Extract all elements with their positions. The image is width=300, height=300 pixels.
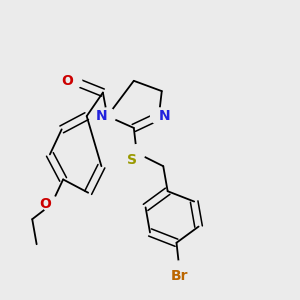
Circle shape	[65, 73, 82, 89]
Circle shape	[151, 108, 167, 124]
Text: Br: Br	[171, 269, 188, 283]
Text: O: O	[61, 74, 74, 88]
Text: N: N	[96, 109, 107, 123]
Circle shape	[43, 196, 60, 213]
Circle shape	[171, 261, 188, 278]
Circle shape	[128, 145, 145, 161]
Text: S: S	[127, 153, 137, 167]
Text: N: N	[159, 109, 170, 123]
Text: O: O	[40, 197, 51, 212]
Circle shape	[99, 108, 116, 124]
